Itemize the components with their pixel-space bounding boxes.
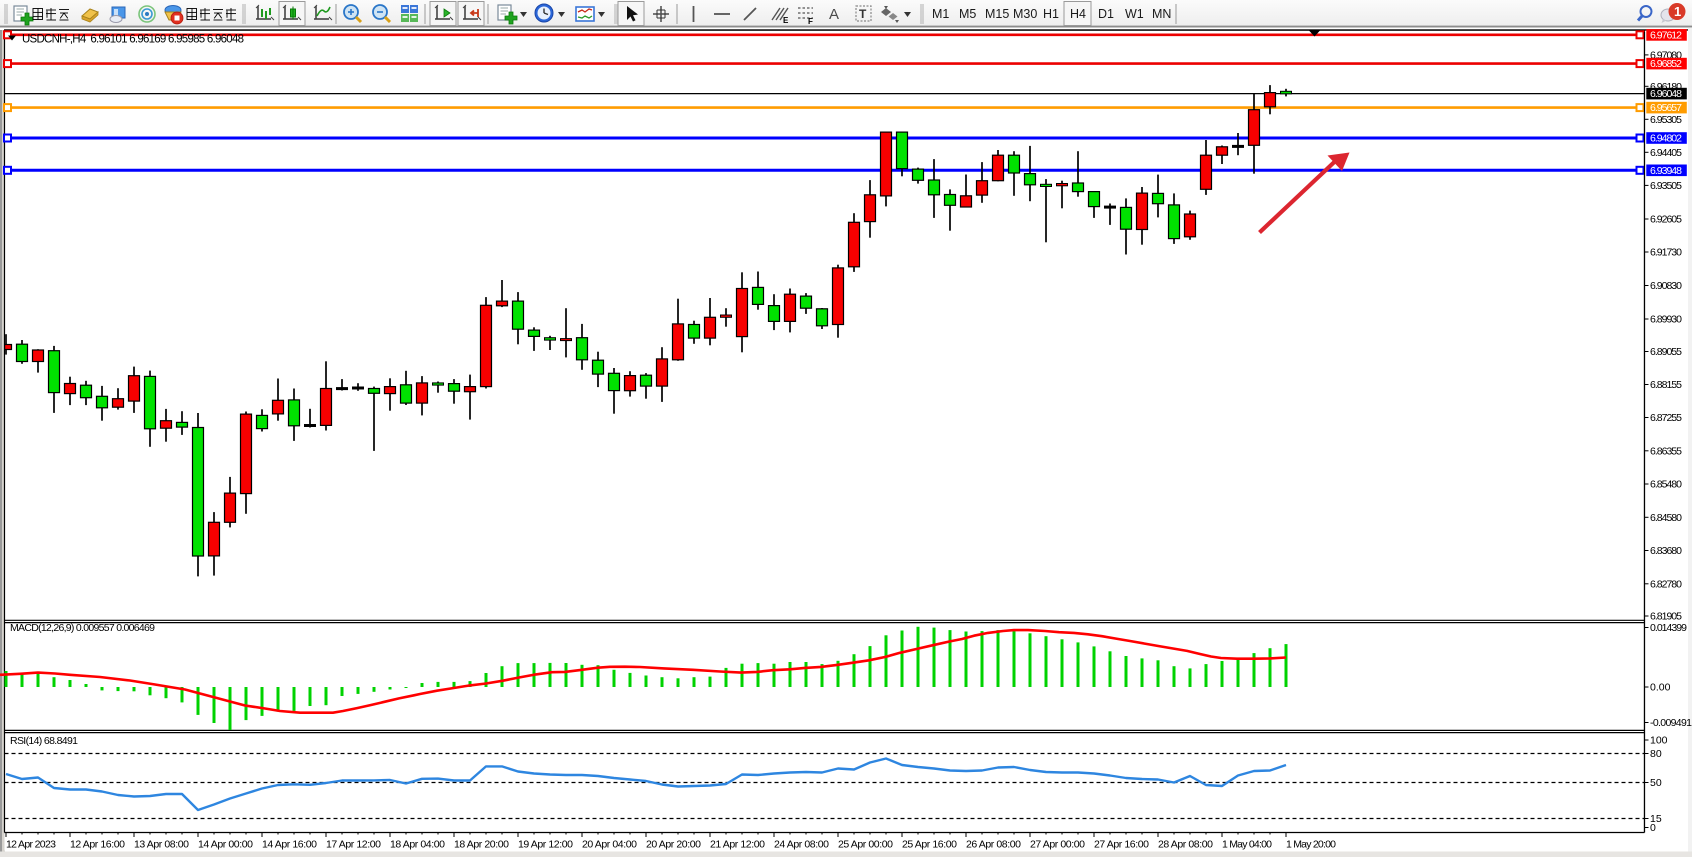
svg-text:6.92605: 6.92605 (1650, 214, 1682, 226)
svg-text:M5: M5 (959, 7, 976, 21)
svg-text:D1: D1 (1098, 7, 1114, 21)
svg-text:6.96048: 6.96048 (1650, 88, 1682, 100)
svg-text:6.93948: 6.93948 (1650, 165, 1682, 177)
svg-text:6.95305: 6.95305 (1650, 114, 1682, 126)
svg-text:80: 80 (1650, 748, 1662, 760)
svg-text:20 Apr 04:00: 20 Apr 04:00 (582, 839, 637, 851)
svg-text:H1: H1 (1043, 7, 1059, 21)
svg-text:M1: M1 (932, 7, 949, 21)
svg-text:6.85480: 6.85480 (1650, 479, 1682, 491)
svg-text:6.84580: 6.84580 (1650, 512, 1682, 524)
svg-text:27 Apr 00:00: 27 Apr 00:00 (1030, 839, 1085, 851)
svg-text:6.86355: 6.86355 (1650, 445, 1682, 457)
svg-text:0.00: 0.00 (1650, 682, 1671, 694)
svg-text:20 Apr 20:00: 20 Apr 20:00 (646, 839, 701, 851)
svg-text:14 Apr 00:00: 14 Apr 00:00 (198, 839, 253, 851)
svg-text:E: E (783, 16, 789, 25)
svg-text:13 Apr 08:00: 13 Apr 08:00 (134, 839, 189, 851)
svg-text:6.82780: 6.82780 (1650, 578, 1682, 590)
svg-text:1 May 20:00: 1 May 20:00 (1286, 839, 1336, 851)
svg-text:M30: M30 (1013, 7, 1037, 21)
svg-text:19 Apr 12:00: 19 Apr 12:00 (518, 839, 573, 851)
svg-text:6.87255: 6.87255 (1650, 412, 1682, 424)
svg-text:0: 0 (1650, 822, 1656, 834)
svg-text:6.94405: 6.94405 (1650, 147, 1682, 159)
svg-text:0.014399: 0.014399 (1650, 622, 1687, 634)
svg-text:15: 15 (1650, 813, 1662, 825)
svg-text:25 Apr 16:00: 25 Apr 16:00 (902, 839, 957, 851)
svg-text:24 Apr 08:00: 24 Apr 08:00 (774, 839, 829, 851)
svg-text:6.81905: 6.81905 (1650, 611, 1682, 623)
svg-text:28 Apr 08:00: 28 Apr 08:00 (1158, 839, 1213, 851)
svg-text:21 Apr 12:00: 21 Apr 12:00 (710, 839, 765, 851)
svg-text:6.89930: 6.89930 (1650, 314, 1682, 326)
svg-text:14 Apr 16:00: 14 Apr 16:00 (262, 839, 317, 851)
svg-text:6.93505: 6.93505 (1650, 180, 1682, 192)
svg-text:6.89055: 6.89055 (1650, 346, 1682, 358)
svg-text:-0.009491: -0.009491 (1650, 717, 1692, 729)
svg-text:1 May 04:00: 1 May 04:00 (1222, 839, 1272, 851)
svg-text:100: 100 (1650, 735, 1668, 747)
svg-text:6.96852: 6.96852 (1650, 58, 1682, 70)
svg-text:50: 50 (1650, 777, 1662, 789)
svg-text:1: 1 (1674, 4, 1681, 19)
svg-text:MN: MN (1152, 7, 1171, 21)
svg-text:18 Apr 04:00: 18 Apr 04:00 (390, 839, 445, 851)
svg-text:6.88155: 6.88155 (1650, 379, 1682, 391)
svg-text:A: A (829, 6, 839, 23)
svg-text:26 Apr 08:00: 26 Apr 08:00 (966, 839, 1021, 851)
svg-text:M15: M15 (985, 7, 1009, 21)
svg-text:12 Apr 16:00: 12 Apr 16:00 (70, 839, 125, 851)
svg-text:USDCNH-,H4 6.96101 6.96169 6.: USDCNH-,H4 6.96101 6.96169 6.95985 6.960… (22, 34, 244, 46)
svg-text:6.97612: 6.97612 (1650, 30, 1682, 42)
svg-text:H4: H4 (1070, 7, 1086, 21)
svg-text:6.91730: 6.91730 (1650, 247, 1682, 259)
svg-text:25 Apr 00:00: 25 Apr 00:00 (838, 839, 893, 851)
svg-text:6.90830: 6.90830 (1650, 280, 1682, 292)
svg-text:12 Apr 2023: 12 Apr 2023 (6, 839, 56, 851)
svg-text:18 Apr 20:00: 18 Apr 20:00 (454, 839, 509, 851)
svg-text:6.94802: 6.94802 (1650, 133, 1682, 145)
svg-text:W1: W1 (1125, 7, 1144, 21)
svg-text:17 Apr 12:00: 17 Apr 12:00 (326, 839, 381, 851)
svg-text:F: F (808, 17, 813, 26)
svg-text:T: T (859, 7, 867, 21)
svg-text:6.95657: 6.95657 (1650, 102, 1682, 114)
svg-text:RSI(14) 68.8491: RSI(14) 68.8491 (10, 735, 78, 747)
svg-text:6.83680: 6.83680 (1650, 545, 1682, 557)
svg-text:27 Apr 16:00: 27 Apr 16:00 (1094, 839, 1149, 851)
svg-text:MACD(12,26,9) 0.009557 0.00646: MACD(12,26,9) 0.009557 0.006469 (10, 622, 155, 634)
